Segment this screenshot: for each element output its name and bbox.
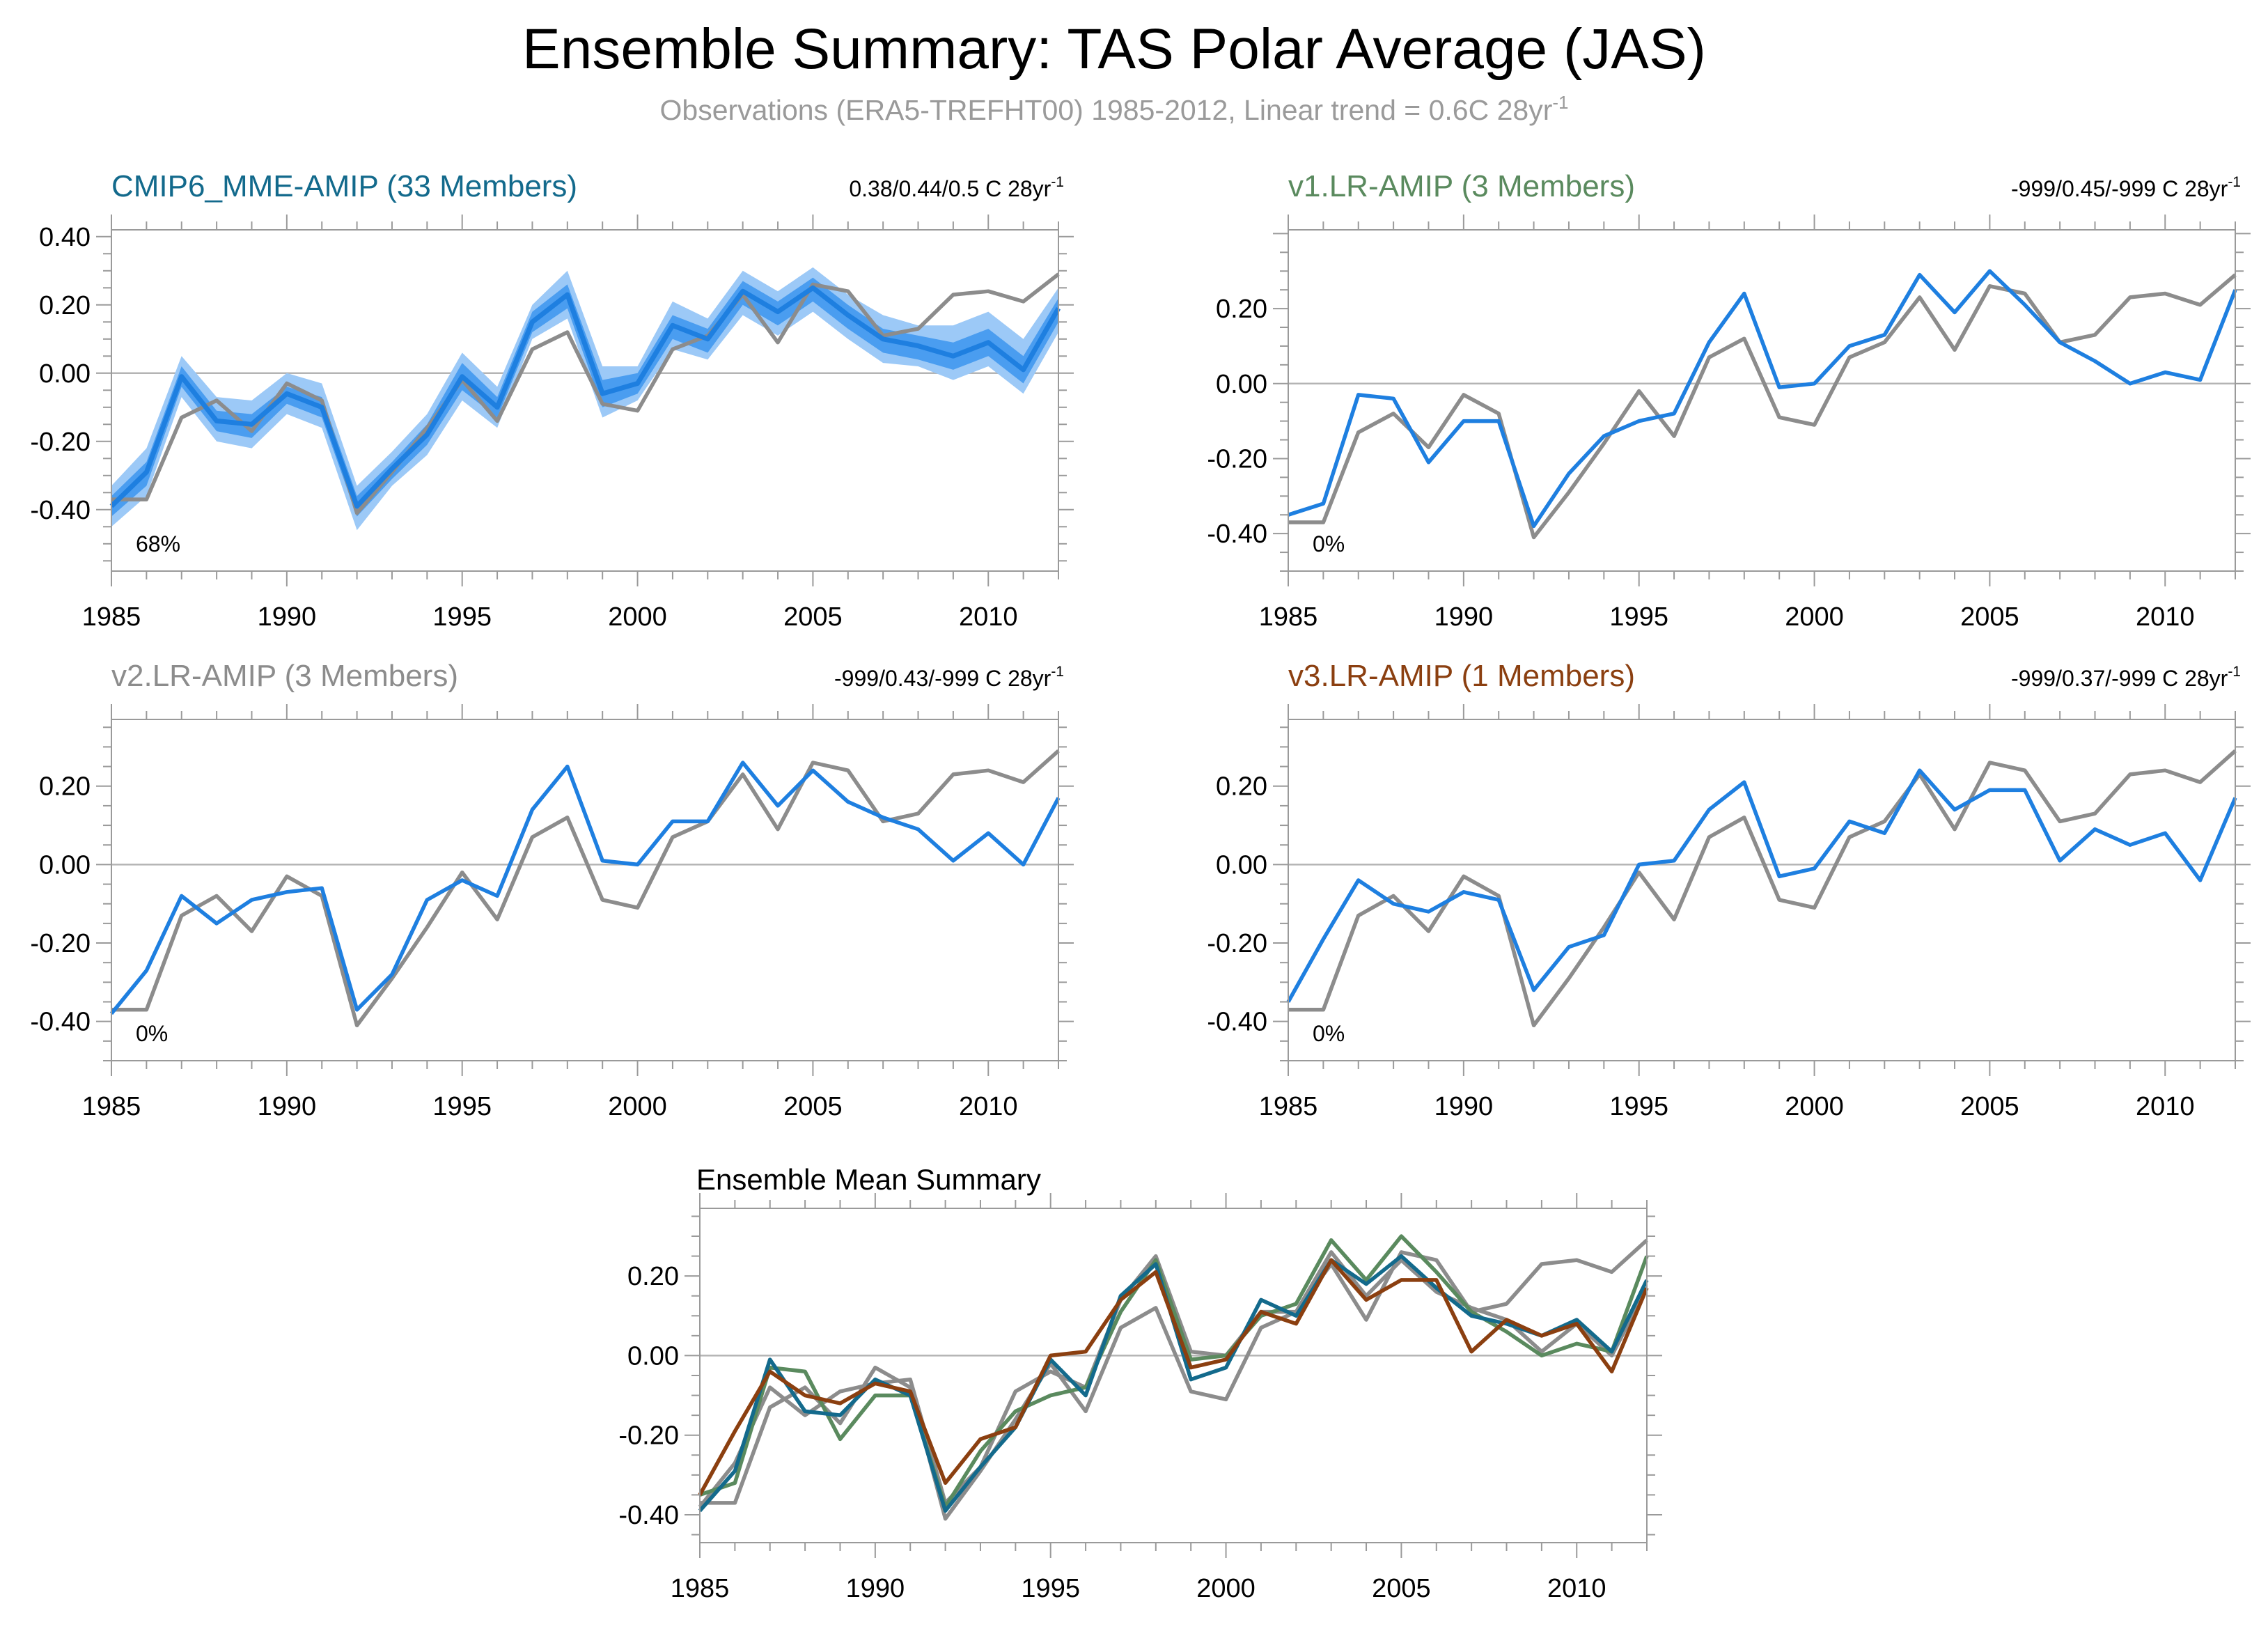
x-tick-label: 2005 [783,1092,843,1121]
y-tick-label: 0.00 [39,359,91,389]
y-tick-label: -0.40 [1207,1008,1267,1037]
spread-band-outer [111,267,1058,531]
y-tick-label: 0.00 [1216,370,1267,399]
x-tick-label: 2000 [608,602,667,632]
y-tick-label: -0.40 [30,1008,91,1037]
panel-summary: 1985 1990 1995 2000 2005 2010 -0.40 -0.20 0.00 0.… [618,1163,1662,1603]
trend-label: -999/0.37/-999 C 28yr-1 [2011,664,2241,691]
y-tick-label: 0.40 [39,223,91,252]
figure-subtitle-main: Observations (ERA5-TREFHT00) 1985-2012, … [660,94,1553,126]
series-line-model [1288,269,2237,529]
series-line-model [109,761,1061,1015]
x-tick-label: 2010 [959,602,1018,632]
series-line-v1 [699,1234,1649,1509]
y-tick-label: 0.20 [1216,295,1267,324]
y-tick-label: 0.00 [1216,850,1267,880]
x-tick-label: 1985 [82,1092,141,1121]
x-tick-label: 1985 [671,1574,730,1603]
x-tick-label: 2000 [608,1092,667,1121]
figure-title: Ensemble Summary: TAS Polar Average (JAS… [522,17,1706,81]
panel-title: CMIP6_MME-AMIP (33 Members) [111,169,577,203]
x-tick-label: 1990 [1434,602,1494,632]
y-tick-label: 0.20 [39,291,91,320]
trend-label-main: -999/0.37/-999 C 28yr [2011,666,2228,691]
panel-v3: 1985 1990 1995 2000 2005 2010 -0.40 -0.20 0.00 0.… [1207,659,2251,1121]
trend-label-superscript: -1 [1051,664,1064,680]
x-tick-label: 2010 [1547,1574,1606,1603]
series-line-v2 [698,1250,1649,1509]
y-tick-label: -0.20 [1207,444,1267,474]
x-tick-label: 1990 [846,1574,905,1603]
trend-label-superscript: -1 [2228,664,2241,680]
x-tick-label: 2005 [1960,602,2019,632]
x-tick-label: 1995 [1609,602,1668,632]
series-line-obs [111,749,1060,1028]
y-tick-label: -0.20 [618,1421,679,1451]
x-tick-label: 1990 [258,602,317,632]
y-tick-label: 0.20 [39,772,91,802]
x-tick-label: 2005 [783,602,843,632]
panel-title: v2.LR-AMIP (3 Members) [111,659,458,693]
trend-label-main: -999/0.45/-999 C 28yr [2011,176,2228,201]
y-tick-label: -0.20 [1207,929,1267,958]
plot-frame [1288,719,2236,1061]
panel-v2: 1985 1990 1995 2000 2005 2010 -0.40 -0.20 0.00 0.… [30,659,1074,1121]
x-tick-label: 1990 [258,1092,317,1121]
y-tick-label: -0.20 [30,428,91,457]
series-line-model [1286,768,2237,1003]
x-tick-label: 2000 [1785,602,1844,632]
x-tick-label: 1995 [432,1092,492,1121]
trend-label: -999/0.43/-999 C 28yr-1 [834,664,1064,691]
x-tick-label: 1995 [1609,1092,1668,1121]
trend-label: -999/0.45/-999 C 28yr-1 [2011,174,2241,201]
panels: 1985 1990 1995 2000 2005 2010 -0.40 -0.20 0.00 0.… [30,169,2251,1603]
x-tick-label: 1985 [1259,1092,1318,1121]
y-tick-label: 0.20 [627,1262,679,1291]
x-tick-label: 2010 [2136,602,2195,632]
figure-subtitle-superscript: -1 [1552,92,1568,113]
x-tick-label: 2010 [959,1092,1018,1121]
x-tick-label: 2005 [1372,1574,1431,1603]
y-tick-label: -0.40 [30,496,91,525]
x-tick-label: 1995 [1021,1574,1080,1603]
percent-label: 0% [1313,1021,1345,1046]
y-tick-label: -0.40 [618,1501,679,1530]
x-tick-label: 1995 [432,602,492,632]
trend-label-main: -999/0.43/-999 C 28yr [834,666,1051,691]
x-tick-label: 1985 [1259,602,1318,632]
plot-frame [111,229,1059,572]
y-tick-label: -0.40 [1207,520,1267,549]
plot-frame [1288,229,2236,572]
percent-label: 0% [1313,531,1345,556]
trend-label: 0.38/0.44/0.5 C 28yr-1 [849,174,1064,201]
series-line-v3 [698,1258,1649,1496]
x-tick-label: 1985 [82,602,141,632]
x-tick-label: 2010 [2136,1092,2195,1121]
percent-label: 68% [136,531,180,556]
plot-frame [111,719,1059,1061]
panel-title: Ensemble Mean Summary [696,1163,1041,1196]
x-tick-label: 2000 [1785,1092,1844,1121]
trend-label-main: 0.38/0.44/0.5 C 28yr [849,176,1051,201]
y-tick-label: 0.00 [39,850,91,880]
y-tick-label: -0.20 [30,929,91,958]
x-tick-label: 2005 [1960,1092,2019,1121]
x-tick-label: 2000 [1196,1574,1256,1603]
series-line-obs [1288,273,2237,540]
panel-title: v3.LR-AMIP (1 Members) [1288,659,1635,693]
panel-v1: 1985 1990 1995 2000 2005 2010 -0.40 -0.20 0.00 0.… [1207,169,2251,632]
panel-cmip6: 1985 1990 1995 2000 2005 2010 -0.40 -0.20 0.00 0.… [30,169,1074,632]
percent-label: 0% [136,1021,168,1046]
x-tick-label: 1990 [1434,1092,1494,1121]
figure-subtitle: Observations (ERA5-TREFHT00) 1985-2012, … [660,92,1569,126]
panel-title: v1.LR-AMIP (3 Members) [1288,169,1635,203]
trend-label-superscript: -1 [2228,174,2241,190]
y-tick-label: 0.00 [627,1341,679,1371]
series-line-model [109,285,1061,509]
trend-label-superscript: -1 [1051,174,1064,190]
y-tick-label: 0.20 [1216,772,1267,802]
